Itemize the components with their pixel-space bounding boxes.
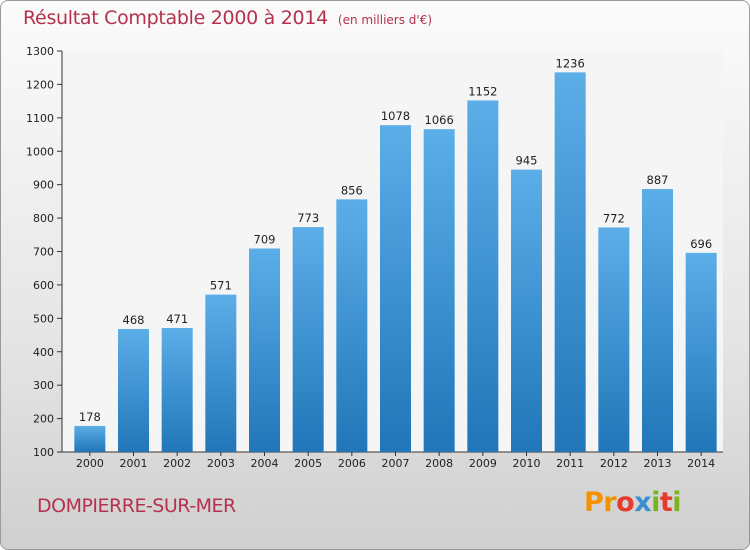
bar-2014 xyxy=(685,252,717,452)
y-tick-label: 400 xyxy=(33,346,54,359)
value-label: 1152 xyxy=(468,84,497,98)
bar-2009 xyxy=(467,100,499,452)
bars xyxy=(74,72,717,453)
y-tick-label: 1100 xyxy=(26,112,54,125)
y-tick-label: 800 xyxy=(33,212,54,225)
value-label: 471 xyxy=(166,312,188,326)
value-label: 178 xyxy=(79,410,101,424)
bar-2013 xyxy=(642,189,673,452)
x-tick-label: 2000 xyxy=(76,457,104,470)
logo-letter: t xyxy=(659,487,673,518)
x-tick-label: 2012 xyxy=(600,457,628,470)
bar-2000 xyxy=(74,425,106,452)
logo-letter: P xyxy=(584,487,604,518)
value-label: 856 xyxy=(341,183,363,197)
bar-2001 xyxy=(118,329,149,452)
x-tick-label: 2007 xyxy=(382,457,410,470)
chart-subtitle: (en milliers d'€) xyxy=(337,13,433,27)
y-tick-label: 1200 xyxy=(26,78,54,91)
value-label: 468 xyxy=(123,313,145,327)
bar-2011 xyxy=(554,72,586,453)
y-tick-label: 1000 xyxy=(26,145,54,158)
value-label: 945 xyxy=(516,154,538,168)
logo-letter: i xyxy=(672,487,682,518)
y-tick-label: 200 xyxy=(33,413,54,426)
x-tick-label: 2010 xyxy=(513,457,541,470)
y-tick-label: 700 xyxy=(33,246,54,259)
logo-letter: r xyxy=(603,487,617,518)
x-tick-label: 2006 xyxy=(338,457,366,470)
bar-2007 xyxy=(380,125,411,452)
bar-2002 xyxy=(161,328,193,452)
x-tick-label: 2011 xyxy=(556,457,584,470)
bar-2008 xyxy=(423,129,455,452)
value-label: 696 xyxy=(690,237,712,251)
value-label: 571 xyxy=(210,279,232,293)
x-tick-label: 2003 xyxy=(207,457,235,470)
y-tick-label: 1300 xyxy=(26,45,54,58)
commune-name: DOMPIERRE-SUR-MER xyxy=(37,495,236,517)
value-label: 709 xyxy=(254,232,276,246)
x-tick-label: 2005 xyxy=(294,457,322,470)
x-tick-label: 2004 xyxy=(251,457,279,470)
value-labels: 178 468 471 571 709 773 856 1078 1066 1152 945 1236… xyxy=(79,56,712,424)
y-tick-label: 900 xyxy=(33,179,54,192)
x-tick-label: 2013 xyxy=(644,457,672,470)
bar-2003 xyxy=(205,294,237,452)
proxiti-logo[interactable]: Proxiti xyxy=(584,487,682,518)
x-tick-label: 2008 xyxy=(425,457,453,470)
bar-2005 xyxy=(292,227,324,452)
value-label: 1078 xyxy=(381,109,410,123)
bar-2010 xyxy=(511,169,542,453)
x-axis: 2000 2001 2002 2003 2004 2005 2006 2007 2008 2009… xyxy=(62,451,723,470)
bar-2004 xyxy=(249,248,280,452)
chart-title: Résultat Comptable 2000 à 2014 xyxy=(23,7,328,29)
x-tick-label: 2001 xyxy=(120,457,148,470)
value-label: 773 xyxy=(297,211,319,225)
value-label: 1236 xyxy=(556,56,585,70)
y-tick-label: 500 xyxy=(33,312,54,325)
x-tick-label: 2002 xyxy=(163,457,191,470)
logo-letter: o xyxy=(616,487,635,518)
value-label: 1066 xyxy=(425,113,454,127)
x-tick-label: 2014 xyxy=(687,457,715,470)
value-label: 887 xyxy=(647,173,669,187)
x-tick-label: 2009 xyxy=(469,457,497,470)
logo-letter: i xyxy=(651,487,660,518)
y-tick-label: 300 xyxy=(33,379,54,392)
logo-letter: x xyxy=(634,487,652,518)
bar-2012 xyxy=(598,227,630,452)
y-tick-label: 100 xyxy=(33,446,54,459)
bar-2006 xyxy=(336,199,368,452)
y-axis: 100 200 300 400 500 600 700 800 900 1000 1100 1200 1… xyxy=(26,45,63,459)
value-label: 772 xyxy=(603,211,625,225)
y-tick-label: 600 xyxy=(33,279,54,292)
chart-header: Résultat Comptable 2000 à 2014 (en millie… xyxy=(23,7,432,29)
